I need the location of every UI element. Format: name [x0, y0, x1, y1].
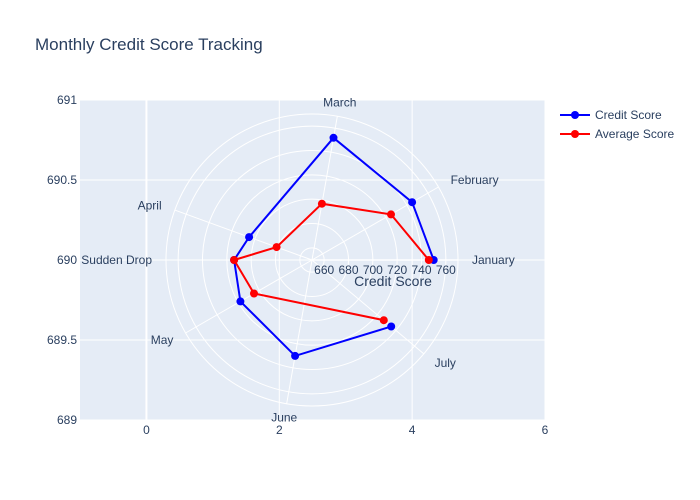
- angular-label: March: [323, 95, 356, 109]
- plot-area: January February March April Sudden Drop May J…: [80, 95, 546, 425]
- data-point: [272, 243, 281, 252]
- angular-labels: January February March April Sudden Drop May J…: [81, 95, 514, 424]
- angular-gridline: [311, 259, 425, 355]
- radial-tick-label: 760: [436, 263, 456, 277]
- series: [230, 199, 433, 325]
- angular-gridline: [174, 209, 313, 261]
- data-point: [387, 322, 396, 331]
- y-tick-label: 689.5: [47, 333, 77, 347]
- data-point: [424, 256, 433, 264]
- series-line: [233, 136, 435, 358]
- legend-marker: [571, 130, 579, 138]
- legend-item[interactable]: Credit Score: [560, 108, 662, 122]
- legend-label: Credit Score: [595, 108, 662, 122]
- radial-tick-label: 700: [363, 263, 383, 277]
- y-tick-label: 689: [57, 413, 77, 427]
- radial-tick-label: 660: [314, 263, 334, 277]
- angular-gridline: [185, 259, 313, 334]
- data-point: [230, 256, 239, 264]
- chart-title: Monthly Credit Score Tracking: [35, 35, 263, 54]
- y-tick-label: 690: [57, 253, 77, 267]
- angular-label: May: [151, 333, 174, 347]
- angular-label: February: [451, 173, 499, 187]
- x-tick-label: 2: [276, 423, 283, 437]
- angular-gridline: [286, 259, 313, 404]
- data-point: [317, 199, 326, 208]
- x-tick-label: 4: [409, 423, 416, 437]
- x-tick-label: 6: [542, 423, 549, 437]
- radial-tick-labels: 660 680 700 720 740 760: [314, 263, 456, 277]
- angular-label: June: [271, 411, 297, 425]
- data-point: [236, 297, 245, 306]
- angular-label: Sudden Drop: [81, 253, 152, 267]
- x-tick-label: 0: [143, 423, 150, 437]
- radial-tick-label: 680: [338, 263, 358, 277]
- series-layer: [230, 133, 438, 360]
- x-axis-ticks: 0 2 4 6: [143, 423, 549, 437]
- data-point: [291, 351, 300, 360]
- data-point: [329, 133, 338, 142]
- radial-tick-label: 720: [387, 263, 407, 277]
- legend-label: Average Score: [595, 127, 674, 141]
- angular-label: July: [435, 356, 456, 370]
- data-point: [387, 210, 395, 219]
- legend-item[interactable]: Average Score: [560, 127, 674, 141]
- data-point: [245, 233, 254, 242]
- data-point: [250, 289, 258, 298]
- y-tick-label: 690.5: [47, 173, 77, 187]
- y-tick-label: 691: [57, 93, 77, 107]
- data-point: [408, 198, 417, 207]
- y-axis-ticks: 689 689.5 690 690.5 691: [47, 93, 77, 427]
- angular-label: April: [138, 198, 162, 212]
- data-point: [379, 316, 388, 325]
- legend: Credit Score Average Score: [560, 108, 674, 141]
- angular-label: January: [472, 253, 515, 267]
- legend-marker: [571, 111, 579, 119]
- angular-gridline: [311, 186, 439, 261]
- radial-axis-title: Credit Score: [354, 273, 432, 289]
- radial-tick-label: 740: [411, 263, 431, 277]
